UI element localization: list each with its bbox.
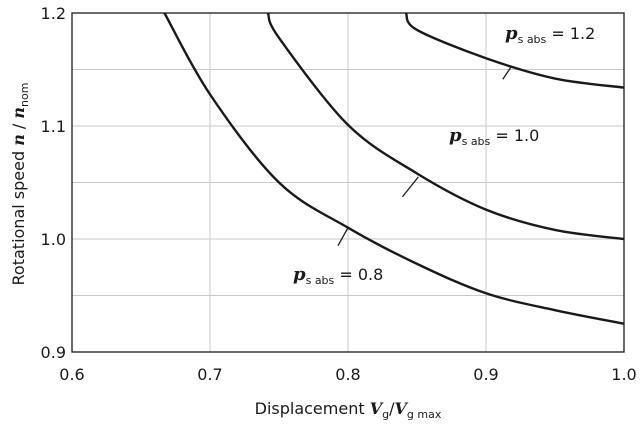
y-tick-label-1: 1.0 [41,230,66,249]
x-tick-labels: 0.6 0.7 0.8 0.9 1.0 [59,365,636,384]
series-label-0.8: ps abs = 0.8 [293,264,383,287]
x-tick-label-2: 0.8 [335,365,360,384]
y-tick-label-2: 1.1 [41,117,66,136]
series-leader-0.8 [337,227,349,247]
curves [163,12,625,325]
y-tick-label-0: 0.9 [41,343,66,362]
y-tick-labels: 0.9 1.0 1.1 1.2 [41,4,66,362]
plot-frame [71,12,625,353]
grid [72,13,624,352]
leaders [337,66,512,247]
y-tick-label-3: 1.2 [41,4,66,23]
x-tick-label-0: 0.6 [59,365,84,384]
x-axis-label: Displacement Vg/Vg max [255,399,442,421]
x-tick-label-4: 1.0 [611,365,636,384]
series-label-1.2: ps abs = 1.2 [505,23,595,46]
series-label-1.0: ps abs = 1.0 [449,125,539,148]
y-axis-label: Rotational speed n / nnom [9,83,31,286]
series-line-0.8 [163,12,625,325]
series-line-1.2 [404,12,625,89]
series-leader-1.2 [502,66,512,80]
x-tick-label-1: 0.7 [197,365,222,384]
series-line-1.0 [266,12,625,241]
x-tick-label-3: 0.9 [473,365,498,384]
series-leader-1.0 [401,176,419,198]
